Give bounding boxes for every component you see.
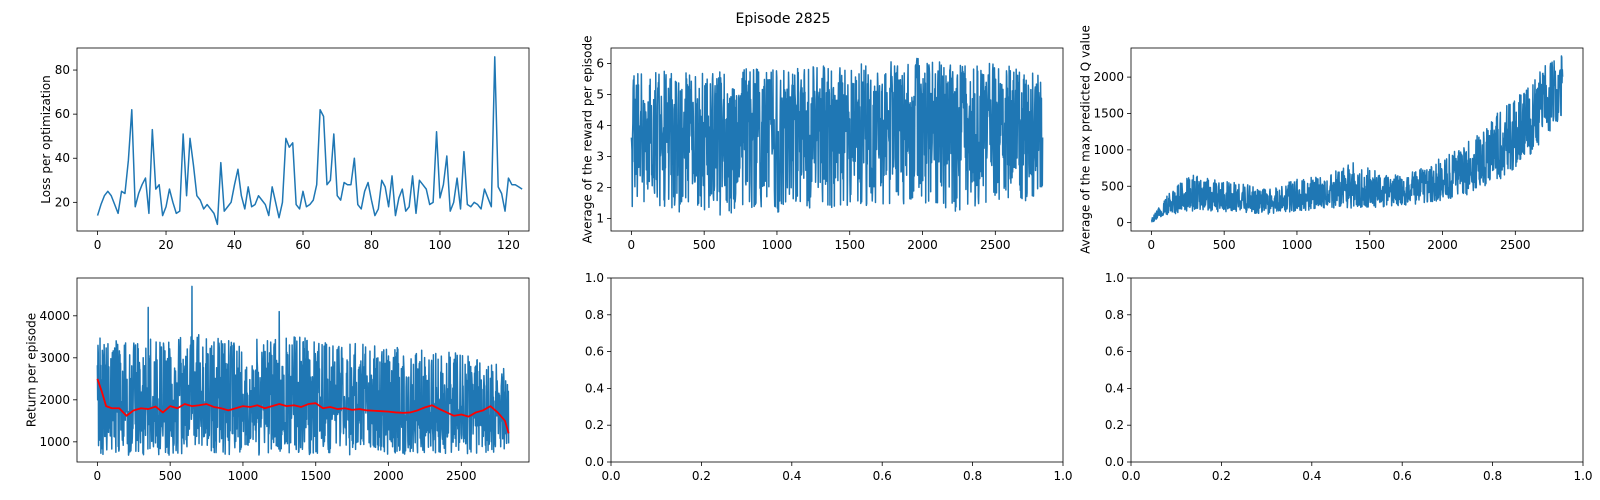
x-tick-label: 2500 — [980, 238, 1011, 252]
y-tick-label: 0.6 — [1105, 345, 1124, 359]
figure-suptitle: Episode 2825 — [735, 11, 830, 27]
x-tick-label: 1000 — [1282, 238, 1313, 252]
x-tick-label: 1.0 — [1573, 469, 1592, 483]
y-tick-label: 2000 — [39, 393, 70, 407]
x-tick-label: 0.0 — [1121, 469, 1140, 483]
x-tick-label: 0.2 — [1212, 469, 1231, 483]
x-tick-label: 0.6 — [873, 469, 892, 483]
plot-area — [96, 56, 523, 226]
axes-frame — [1130, 277, 1584, 463]
x-tick-label: 20 — [158, 238, 173, 252]
x-tick-label: 0 — [1148, 238, 1156, 252]
x-tick-label: 2000 — [373, 469, 404, 483]
y-tick-label: 0.2 — [585, 418, 604, 432]
y-tick-label: 40 — [55, 151, 70, 165]
x-tick-label: 0.0 — [601, 469, 620, 483]
subplot-bottom-right: 0.0 0.2 0.4 0.6 0.8 1.0 0.0 0.2 0.4 0.6 0.8 1.0 — [1105, 271, 1593, 483]
x-tick-label: 0.6 — [1393, 469, 1412, 483]
x-tick-label: 1500 — [1354, 238, 1385, 252]
x-tick-label: 60 — [295, 238, 310, 252]
y-tick-label: 0 — [1116, 216, 1124, 230]
y-tick-label: 1.0 — [1105, 271, 1124, 285]
y-axis-label: Loss per optimization — [39, 75, 53, 204]
y-tick-label: 0.0 — [1105, 455, 1124, 469]
x-tick-label: 1500 — [300, 469, 331, 483]
x-tick-label: 0 — [94, 238, 102, 252]
x-tick-label: 80 — [364, 238, 379, 252]
x-tick-label: 500 — [159, 469, 182, 483]
x-tick-label: 2000 — [1427, 238, 1458, 252]
axes-frame — [76, 277, 530, 463]
x-tick-label: 0 — [94, 469, 102, 483]
x-tick-label: 2500 — [446, 469, 477, 483]
y-tick-label: 0.4 — [1105, 381, 1124, 395]
x-tick-label: 1500 — [834, 238, 865, 252]
y-tick-label: 1.0 — [585, 271, 604, 285]
x-tick-label: 0.2 — [692, 469, 711, 483]
y-axis-label: Return per episode — [24, 313, 38, 427]
y-tick-label: 6 — [596, 57, 604, 71]
y-tick-label: 80 — [55, 63, 70, 77]
x-tick-label: 0.4 — [782, 469, 801, 483]
x-tick-label: 2000 — [907, 238, 938, 252]
y-tick-label: 0.6 — [585, 345, 604, 359]
series-line-0 — [1150, 55, 1564, 223]
x-tick-label: 2500 — [1500, 238, 1531, 252]
axes-frame — [610, 47, 1064, 232]
y-tick-label: 1 — [596, 212, 604, 226]
x-tick-label: 500 — [1213, 238, 1236, 252]
y-tick-label: 4000 — [39, 309, 70, 323]
y-tick-label: 5 — [596, 88, 604, 102]
series-line-1 — [96, 378, 510, 434]
y-tick-label: 1000 — [39, 435, 70, 449]
series-line-0 — [96, 56, 523, 226]
series-line-0 — [96, 285, 510, 456]
axes-frame — [1130, 47, 1584, 232]
x-tick-label: 500 — [693, 238, 716, 252]
y-tick-label: 1000 — [1093, 143, 1124, 157]
x-tick-label: 1000 — [228, 469, 259, 483]
x-tick-label: 1.0 — [1053, 469, 1072, 483]
subplot-bottom-middle: 0.0 0.2 0.4 0.6 0.8 1.0 0.0 0.2 0.4 0.6 0.8 1.0 — [585, 271, 1073, 483]
y-tick-label: 500 — [1101, 179, 1124, 193]
y-axis-label: Average of the max predicted Q value — [1078, 25, 1092, 254]
plot-area — [630, 57, 1044, 216]
subplot-bottom-left: 0 500 1000 1500 2000 2500 1000 2000 3000 4000Retu… — [24, 277, 530, 483]
y-tick-label: 2000 — [1093, 70, 1124, 84]
x-tick-label: 0.4 — [1302, 469, 1321, 483]
x-tick-label: 0.8 — [963, 469, 982, 483]
y-tick-label: 20 — [55, 195, 70, 209]
x-tick-label: 0.8 — [1483, 469, 1502, 483]
y-tick-label: 0.8 — [1105, 308, 1124, 322]
x-tick-label: 100 — [429, 238, 452, 252]
y-tick-label: 4 — [596, 119, 604, 133]
x-tick-label: 120 — [497, 238, 520, 252]
x-tick-label: 40 — [227, 238, 242, 252]
y-tick-label: 60 — [55, 107, 70, 121]
y-tick-label: 3 — [596, 150, 604, 164]
plot-area — [96, 285, 510, 456]
subplot-top-right: 0 500 1000 1500 2000 25000500100015002000Aver… — [1078, 25, 1584, 254]
y-tick-label: 3000 — [39, 351, 70, 365]
plot-area — [1150, 55, 1564, 223]
y-tick-label: 2 — [596, 181, 604, 195]
y-tick-label: 0.8 — [585, 308, 604, 322]
y-tick-label: 0.0 — [585, 455, 604, 469]
y-tick-label: 0.4 — [585, 381, 604, 395]
axes-frame — [610, 277, 1064, 463]
y-axis-label: Average of the reward per episode — [581, 35, 595, 243]
x-tick-label: 0 — [628, 238, 636, 252]
x-tick-label: 1000 — [762, 238, 793, 252]
y-tick-label: 1500 — [1093, 106, 1124, 120]
y-tick-label: 0.2 — [1105, 418, 1124, 432]
series-line-0 — [630, 57, 1044, 216]
